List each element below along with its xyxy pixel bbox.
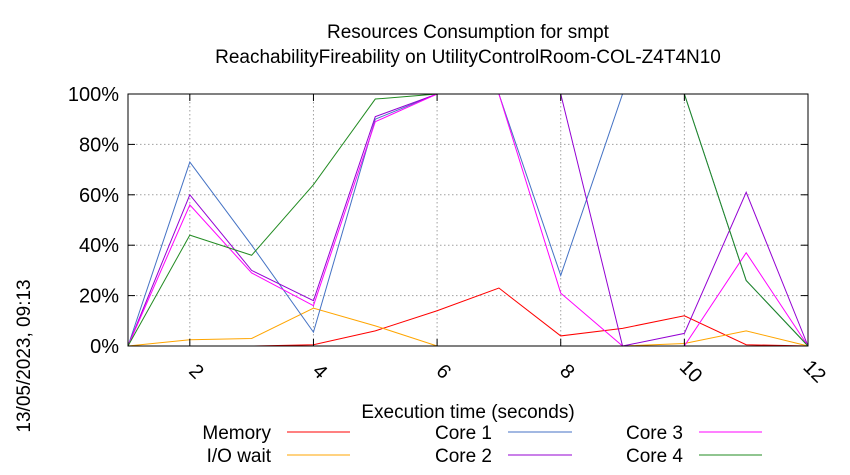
series-line-memory [128,287,809,347]
timestamp: 13/05/2023, 09:13 [14,279,35,432]
series-line-core-3 [127,93,809,347]
legend-item-i-o-wait: I/O wait [207,446,350,467]
x-axis-label: Execution time (seconds) [361,402,574,423]
legend-label: Core 1 [435,423,492,444]
legend-label: Core 2 [435,446,492,467]
legend-item-core-4: Core 4 [626,446,762,467]
legend-item-core-2: Core 2 [435,446,572,467]
x-tick-label: 12 [799,356,830,387]
y-tick-label: 0% [90,336,119,358]
x-tick-label: 10 [675,356,706,387]
y-tick-label: 60% [79,185,119,207]
chart-title-line1: Resources Consumption for smpt [327,22,610,43]
legend-label: Core 3 [626,423,683,444]
y-tick-label: 40% [79,235,119,257]
x-tick-label: 2 [184,360,207,383]
y-tick-label: 20% [79,286,119,308]
plot-frame [127,93,809,347]
x-tick-label: 8 [555,360,578,383]
y-tick-label: 80% [79,134,119,156]
legend-label: Core 4 [626,446,683,467]
legend-item-core-1: Core 1 [435,423,572,444]
x-tick-label: 4 [308,360,331,383]
series-line-core-2 [127,93,809,347]
legend-item-core-3: Core 3 [626,423,762,444]
x-tick-label: 6 [432,360,455,383]
y-tick-label: 100% [68,84,119,106]
grid-lines [128,94,808,346]
chart-title-line2: ReachabilityFireability on UtilityContro… [215,47,721,68]
legend-label: Memory [202,423,271,444]
legend-label: I/O wait [207,446,272,467]
series-lines [127,93,809,347]
series-line-core-1 [127,93,809,347]
y-axis-ticks: 0% 20% 40% 60% 80% 100% [68,84,808,358]
series-line-core-4 [127,93,809,347]
legend-item-memory: Memory [202,423,350,444]
